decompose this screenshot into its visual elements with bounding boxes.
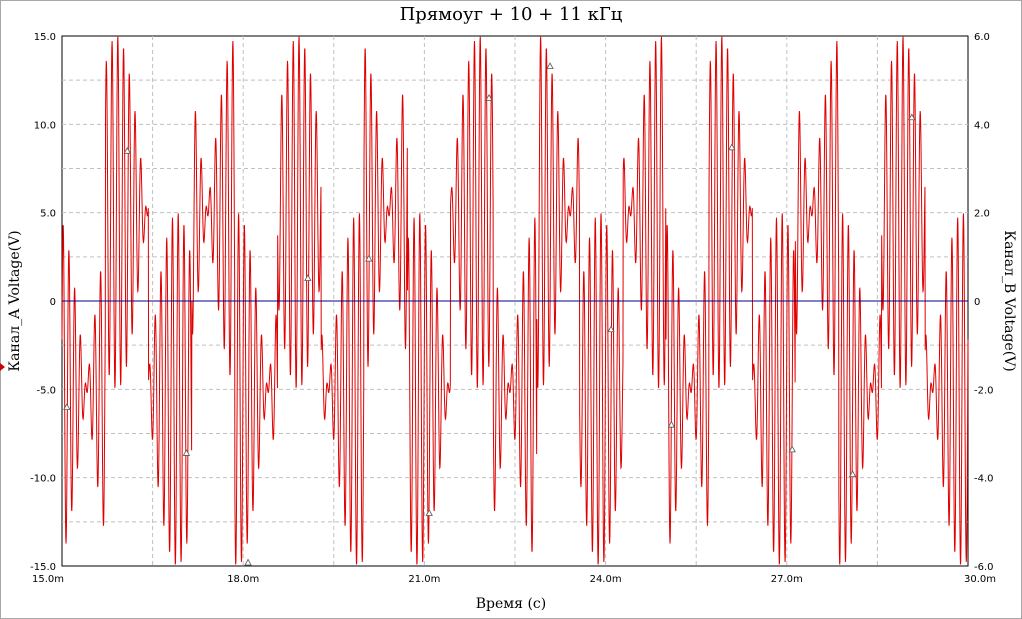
- data-marker: [728, 143, 736, 151]
- x-tick-label: 30.0m: [964, 574, 996, 585]
- y-tick-label-right: 6.0: [974, 32, 990, 43]
- x-tick-label: 18.0m: [227, 574, 259, 585]
- data-marker: [667, 420, 676, 428]
- data-marker: [848, 470, 857, 478]
- y-tick-label-left: 10.0: [34, 120, 56, 131]
- data-marker: [123, 146, 131, 154]
- series-layer: [61, 36, 969, 565]
- series-line: [61, 36, 969, 565]
- data-marker: [365, 254, 373, 262]
- y-tick-label-left: 5.0: [40, 209, 56, 220]
- data-marker: [182, 449, 191, 456]
- grid: [62, 36, 968, 566]
- y-tick-label-left: 15.0: [34, 32, 56, 43]
- data-marker: [607, 325, 615, 333]
- data-marker: [63, 403, 71, 410]
- y-tick-label-left: -10.0: [30, 474, 56, 485]
- y-tick-label-right: 0: [974, 297, 980, 308]
- x-tick-label: 21.0m: [408, 574, 440, 585]
- data-marker: [546, 62, 554, 69]
- markers-layer: [63, 62, 916, 566]
- y-tick-label-right: 2.0: [974, 209, 990, 220]
- y-tick-label-right: 4.0: [974, 120, 990, 131]
- data-marker: [908, 113, 916, 121]
- y-tick-label-right: -6.0: [974, 562, 994, 573]
- channel-marker-icon[interactable]: [0, 363, 5, 371]
- y-tick-label-left: -5.0: [36, 385, 56, 396]
- x-tick-label: 24.0m: [590, 574, 622, 585]
- data-marker: [244, 558, 252, 566]
- y-tick-label-right: -2.0: [974, 385, 994, 396]
- chart-title: Прямоуг + 10 + 11 кГц: [399, 4, 623, 25]
- y-tick-label-left: 0: [50, 297, 56, 308]
- ticks-layer: 15.0m 18.0m 21.0m 24.0m 27.0m 30.0m 15.0 10.0 5.…: [30, 32, 996, 585]
- data-marker: [485, 93, 493, 101]
- y-tick-label-right: -4.0: [974, 474, 994, 485]
- y-tick-label-left: -15.0: [30, 562, 56, 573]
- x-tick-label: 27.0m: [771, 574, 803, 585]
- x-tick-label: 15.0m: [32, 574, 64, 585]
- data-marker: [425, 509, 433, 516]
- x-axis-label: Время (с): [475, 596, 547, 612]
- data-marker: [304, 274, 312, 281]
- data-marker: [788, 445, 796, 453]
